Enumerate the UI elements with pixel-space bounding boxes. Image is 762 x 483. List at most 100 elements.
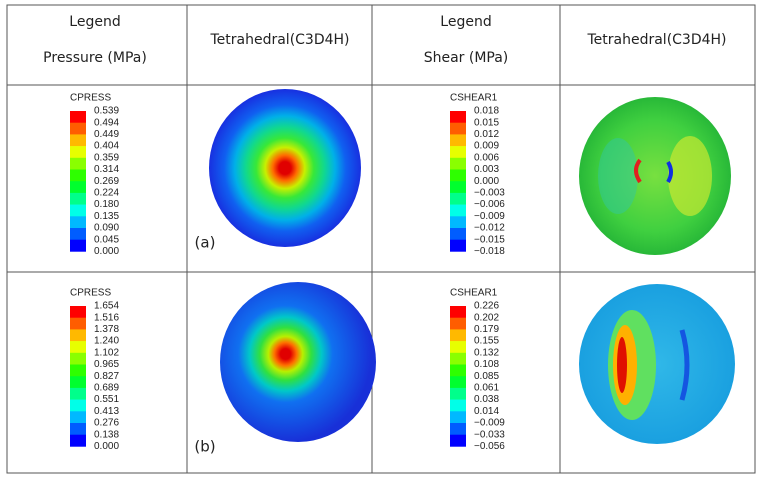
legend-title: CSHEAR1 xyxy=(450,93,498,104)
legend-swatch xyxy=(70,329,86,342)
legend-label: 0.155 xyxy=(474,336,499,347)
legend-label: 0.015 xyxy=(474,117,499,128)
legend-swatch xyxy=(450,387,466,400)
legend-swatch xyxy=(450,376,466,389)
legend-swatch xyxy=(70,239,86,252)
legend-label: 0.014 xyxy=(474,406,499,417)
header-unit: Shear (MPa) xyxy=(424,50,509,66)
legend-swatch xyxy=(70,317,86,330)
legend-label: 0.009 xyxy=(474,141,499,152)
legend-swatch xyxy=(450,228,466,240)
header-unit: Pressure (MPa) xyxy=(43,50,147,66)
legend-label: 0.135 xyxy=(94,211,119,222)
legend-label: 0.061 xyxy=(474,383,499,394)
legend-label: 0.180 xyxy=(94,199,119,210)
legend-label: 0.085 xyxy=(474,371,499,382)
legend-label: −0.003 xyxy=(474,188,505,199)
legend-swatch xyxy=(70,216,86,229)
legend-swatch xyxy=(450,192,466,205)
legend-swatch xyxy=(70,399,86,412)
header-legend: Legend xyxy=(69,14,120,30)
legend-label: −0.012 xyxy=(474,223,505,234)
legend-swatch xyxy=(450,157,466,170)
legend-label: 1.240 xyxy=(94,336,119,347)
legend-label: 0.003 xyxy=(474,164,499,175)
legend-label: −0.009 xyxy=(474,211,505,222)
legend-label: −0.018 xyxy=(474,246,505,257)
legend-label: 0.689 xyxy=(94,383,119,394)
legend-swatch xyxy=(70,411,86,424)
legend-swatch xyxy=(70,134,86,147)
legend-label: 1.516 xyxy=(94,312,119,323)
legend-swatch xyxy=(450,329,466,342)
legend-swatch xyxy=(450,239,466,252)
legend-label: 0.539 xyxy=(94,106,119,117)
panel-label: (b) xyxy=(194,438,215,456)
header-legend: Legend xyxy=(440,14,491,30)
legend-swatch xyxy=(450,306,466,318)
legend-label: 1.378 xyxy=(94,324,119,335)
legend-label: 0.224 xyxy=(94,188,119,199)
legend-label: 0.012 xyxy=(474,129,499,140)
legend-label: 0.000 xyxy=(474,176,499,187)
legend-label: 0.038 xyxy=(474,394,499,405)
header-element: Tetrahedral(C3D4H) xyxy=(209,32,349,48)
legend-label: −0.009 xyxy=(474,418,505,429)
legend-swatch xyxy=(70,228,86,240)
legend-swatch xyxy=(450,111,466,123)
legend-label: 0.314 xyxy=(94,164,119,175)
legend-swatch xyxy=(450,352,466,365)
legend-swatch xyxy=(450,204,466,217)
legend-swatch xyxy=(70,169,86,182)
legend-swatch xyxy=(70,376,86,389)
legend-label: −0.006 xyxy=(474,199,505,210)
legend-label: 0.000 xyxy=(94,246,119,257)
legend-label: 0.000 xyxy=(94,441,119,452)
legend-swatch xyxy=(70,423,86,435)
legend-label: 1.654 xyxy=(94,301,119,312)
legend-swatch xyxy=(70,352,86,365)
legend-swatch xyxy=(70,364,86,377)
legend-label: −0.033 xyxy=(474,429,505,440)
legend-swatch xyxy=(70,434,86,447)
legend-title: CPRESS xyxy=(70,288,111,299)
legend-label: 0.827 xyxy=(94,371,119,382)
legend-swatch xyxy=(70,204,86,217)
legend-swatch xyxy=(450,169,466,182)
legend-label: 0.090 xyxy=(94,223,119,234)
legend-swatch xyxy=(70,157,86,170)
legend-label: 0.132 xyxy=(474,347,499,358)
legend-label: 0.413 xyxy=(94,406,119,417)
legend-label: 0.045 xyxy=(94,234,119,245)
legend-swatch xyxy=(450,317,466,330)
legend-label: −0.056 xyxy=(474,441,505,452)
panel-label: (a) xyxy=(195,234,216,252)
legend-title: CPRESS xyxy=(70,93,111,104)
legend-swatch xyxy=(450,146,466,159)
legend-label: 0.449 xyxy=(94,129,119,140)
legend-label: 0.494 xyxy=(94,117,119,128)
legend-swatch xyxy=(450,181,466,194)
legend-swatch xyxy=(450,399,466,412)
legend-swatch xyxy=(450,434,466,447)
legend-swatch xyxy=(450,216,466,229)
legend-label: 1.102 xyxy=(94,347,119,358)
legend-label: 0.269 xyxy=(94,176,119,187)
legend-swatch xyxy=(70,306,86,318)
legend-label: 0.018 xyxy=(474,106,499,117)
legend-label: 0.006 xyxy=(474,152,499,163)
legend-swatch xyxy=(450,341,466,354)
legend-swatch xyxy=(70,192,86,205)
contour-plot xyxy=(209,89,735,444)
header-element: Tetrahedral(C3D4H) xyxy=(586,32,726,48)
legend-swatch xyxy=(70,181,86,194)
legend-swatch xyxy=(450,134,466,147)
legend-swatch xyxy=(70,146,86,159)
legend-label: 0.179 xyxy=(474,324,499,335)
legend-swatch xyxy=(70,341,86,354)
legend-swatch xyxy=(450,423,466,435)
legend-label: 0.276 xyxy=(94,418,119,429)
legend-swatch xyxy=(70,387,86,400)
legend-label: 0.965 xyxy=(94,359,119,370)
